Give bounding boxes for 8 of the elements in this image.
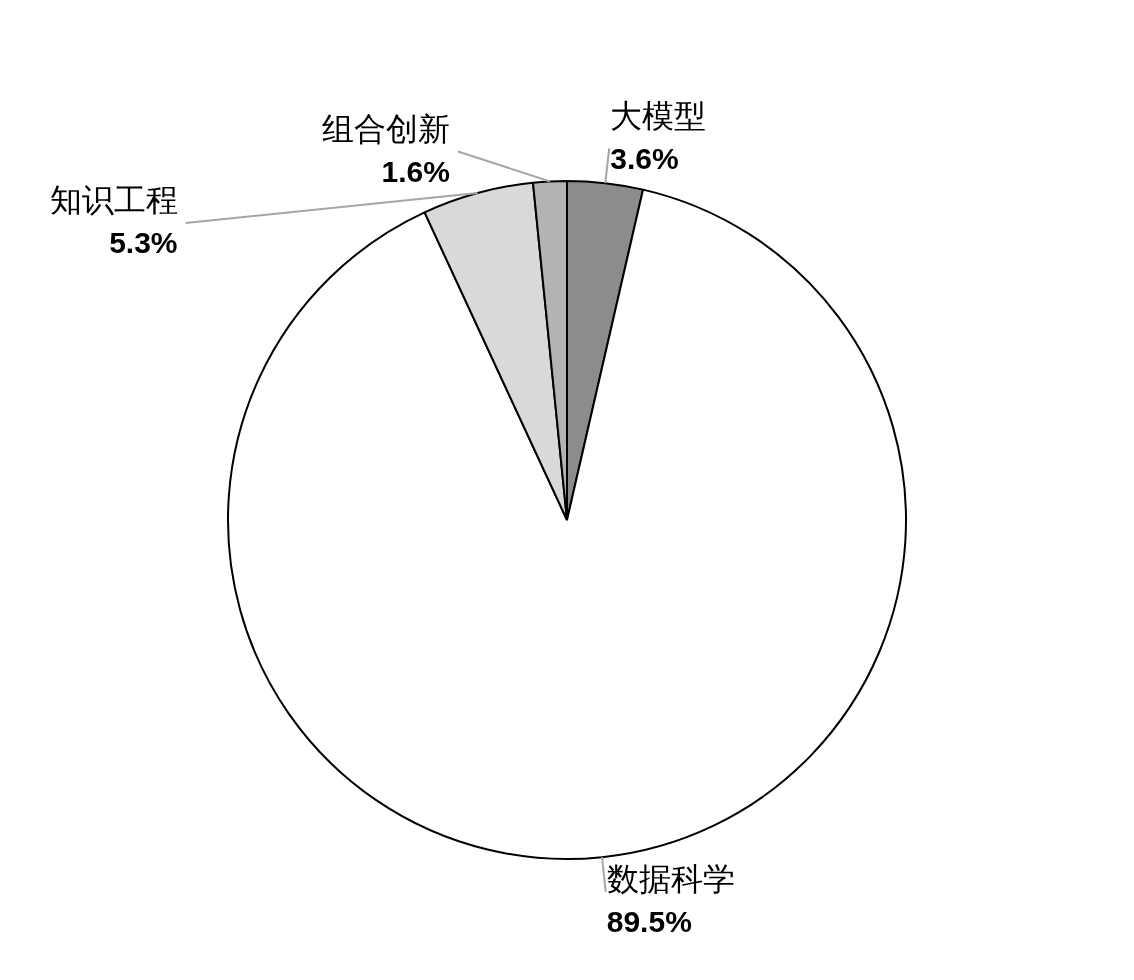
- data-label: 89.5%: [606, 905, 692, 939]
- data-label: 5.3%: [109, 226, 178, 260]
- slice-label: 组合创新: [321, 109, 450, 148]
- slice-label: 大模型: [610, 96, 707, 135]
- slice-label: 数据科学: [606, 860, 735, 899]
- data-label: 1.6%: [381, 154, 450, 188]
- data-label: 3.6%: [610, 141, 679, 175]
- slice-label: 知识工程: [49, 181, 178, 220]
